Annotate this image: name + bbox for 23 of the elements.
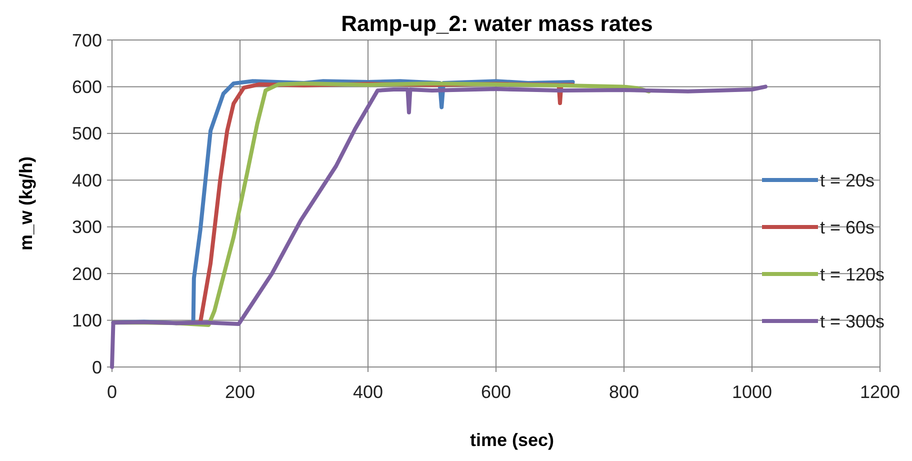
x-tick-label: 1200 xyxy=(860,382,900,402)
x-tick-label: 200 xyxy=(224,382,256,402)
y-tick-label: 400 xyxy=(72,170,102,190)
chart-title: Ramp-up_2: water mass rates xyxy=(341,11,653,36)
y-tick-label: 200 xyxy=(72,264,102,284)
y-tick-label: 100 xyxy=(72,310,102,331)
y-tick-label: 300 xyxy=(72,217,102,238)
x-tick-label: 800 xyxy=(608,382,640,402)
y-tick-label: 700 xyxy=(72,30,102,50)
x-tick-label: 600 xyxy=(480,382,512,402)
y-axis-title: m_w (kg/h) xyxy=(16,156,36,251)
legend-label: t = 60s xyxy=(820,217,875,238)
x-tick-label: 0 xyxy=(106,382,118,402)
x-axis-title: time (sec) xyxy=(470,430,554,450)
legend-label: t = 120s xyxy=(820,264,885,284)
legend-label: t = 20s xyxy=(820,170,875,190)
x-tick-label: 1000 xyxy=(732,382,772,402)
legend-label: t = 300s xyxy=(820,311,885,332)
y-tick-label: 500 xyxy=(72,124,102,144)
line-series xyxy=(110,84,768,369)
x-tick-label: 400 xyxy=(352,382,384,402)
y-tick-label: 0 xyxy=(92,357,102,378)
y-tick-label: 600 xyxy=(72,77,102,98)
